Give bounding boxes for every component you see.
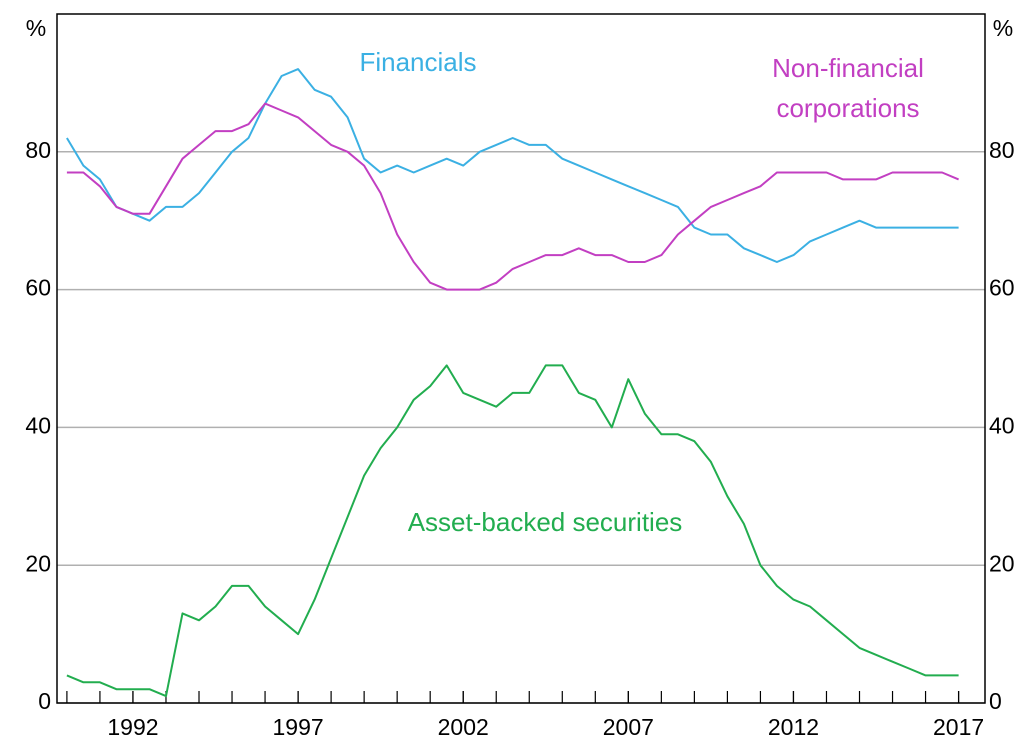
y-tick-label: 40	[25, 412, 51, 438]
y2-tick-label: 80	[989, 137, 1015, 163]
series-line	[66, 68, 959, 263]
y-unit-right: %	[993, 15, 1013, 41]
y2-tick-label: 60	[989, 275, 1015, 301]
y2-tick-label: 40	[989, 412, 1015, 438]
x-tick-label: 1997	[272, 714, 323, 740]
y-tick-label: 0	[38, 688, 51, 714]
y-unit-left: %	[26, 15, 46, 41]
y2-tick-label: 20	[989, 550, 1015, 576]
x-tick-label: 2012	[768, 714, 819, 740]
x-tick-label: 2002	[438, 714, 489, 740]
y-tick-label: 60	[25, 275, 51, 301]
series-label: Financials	[359, 47, 477, 77]
series-label: Asset-backed securities	[407, 507, 683, 537]
series-label: Non-financial corporations	[772, 53, 924, 123]
x-tick-label: 1992	[107, 714, 158, 740]
plot-frame	[56, 13, 986, 704]
x-tick-label: 2007	[603, 714, 654, 740]
y-tick-label: 20	[25, 550, 51, 576]
y2-tick-label: 0	[989, 688, 1002, 714]
series-line	[66, 102, 959, 291]
x-tick-label: 2017	[933, 714, 984, 740]
series-line	[66, 364, 959, 698]
y-tick-label: 80	[25, 137, 51, 163]
